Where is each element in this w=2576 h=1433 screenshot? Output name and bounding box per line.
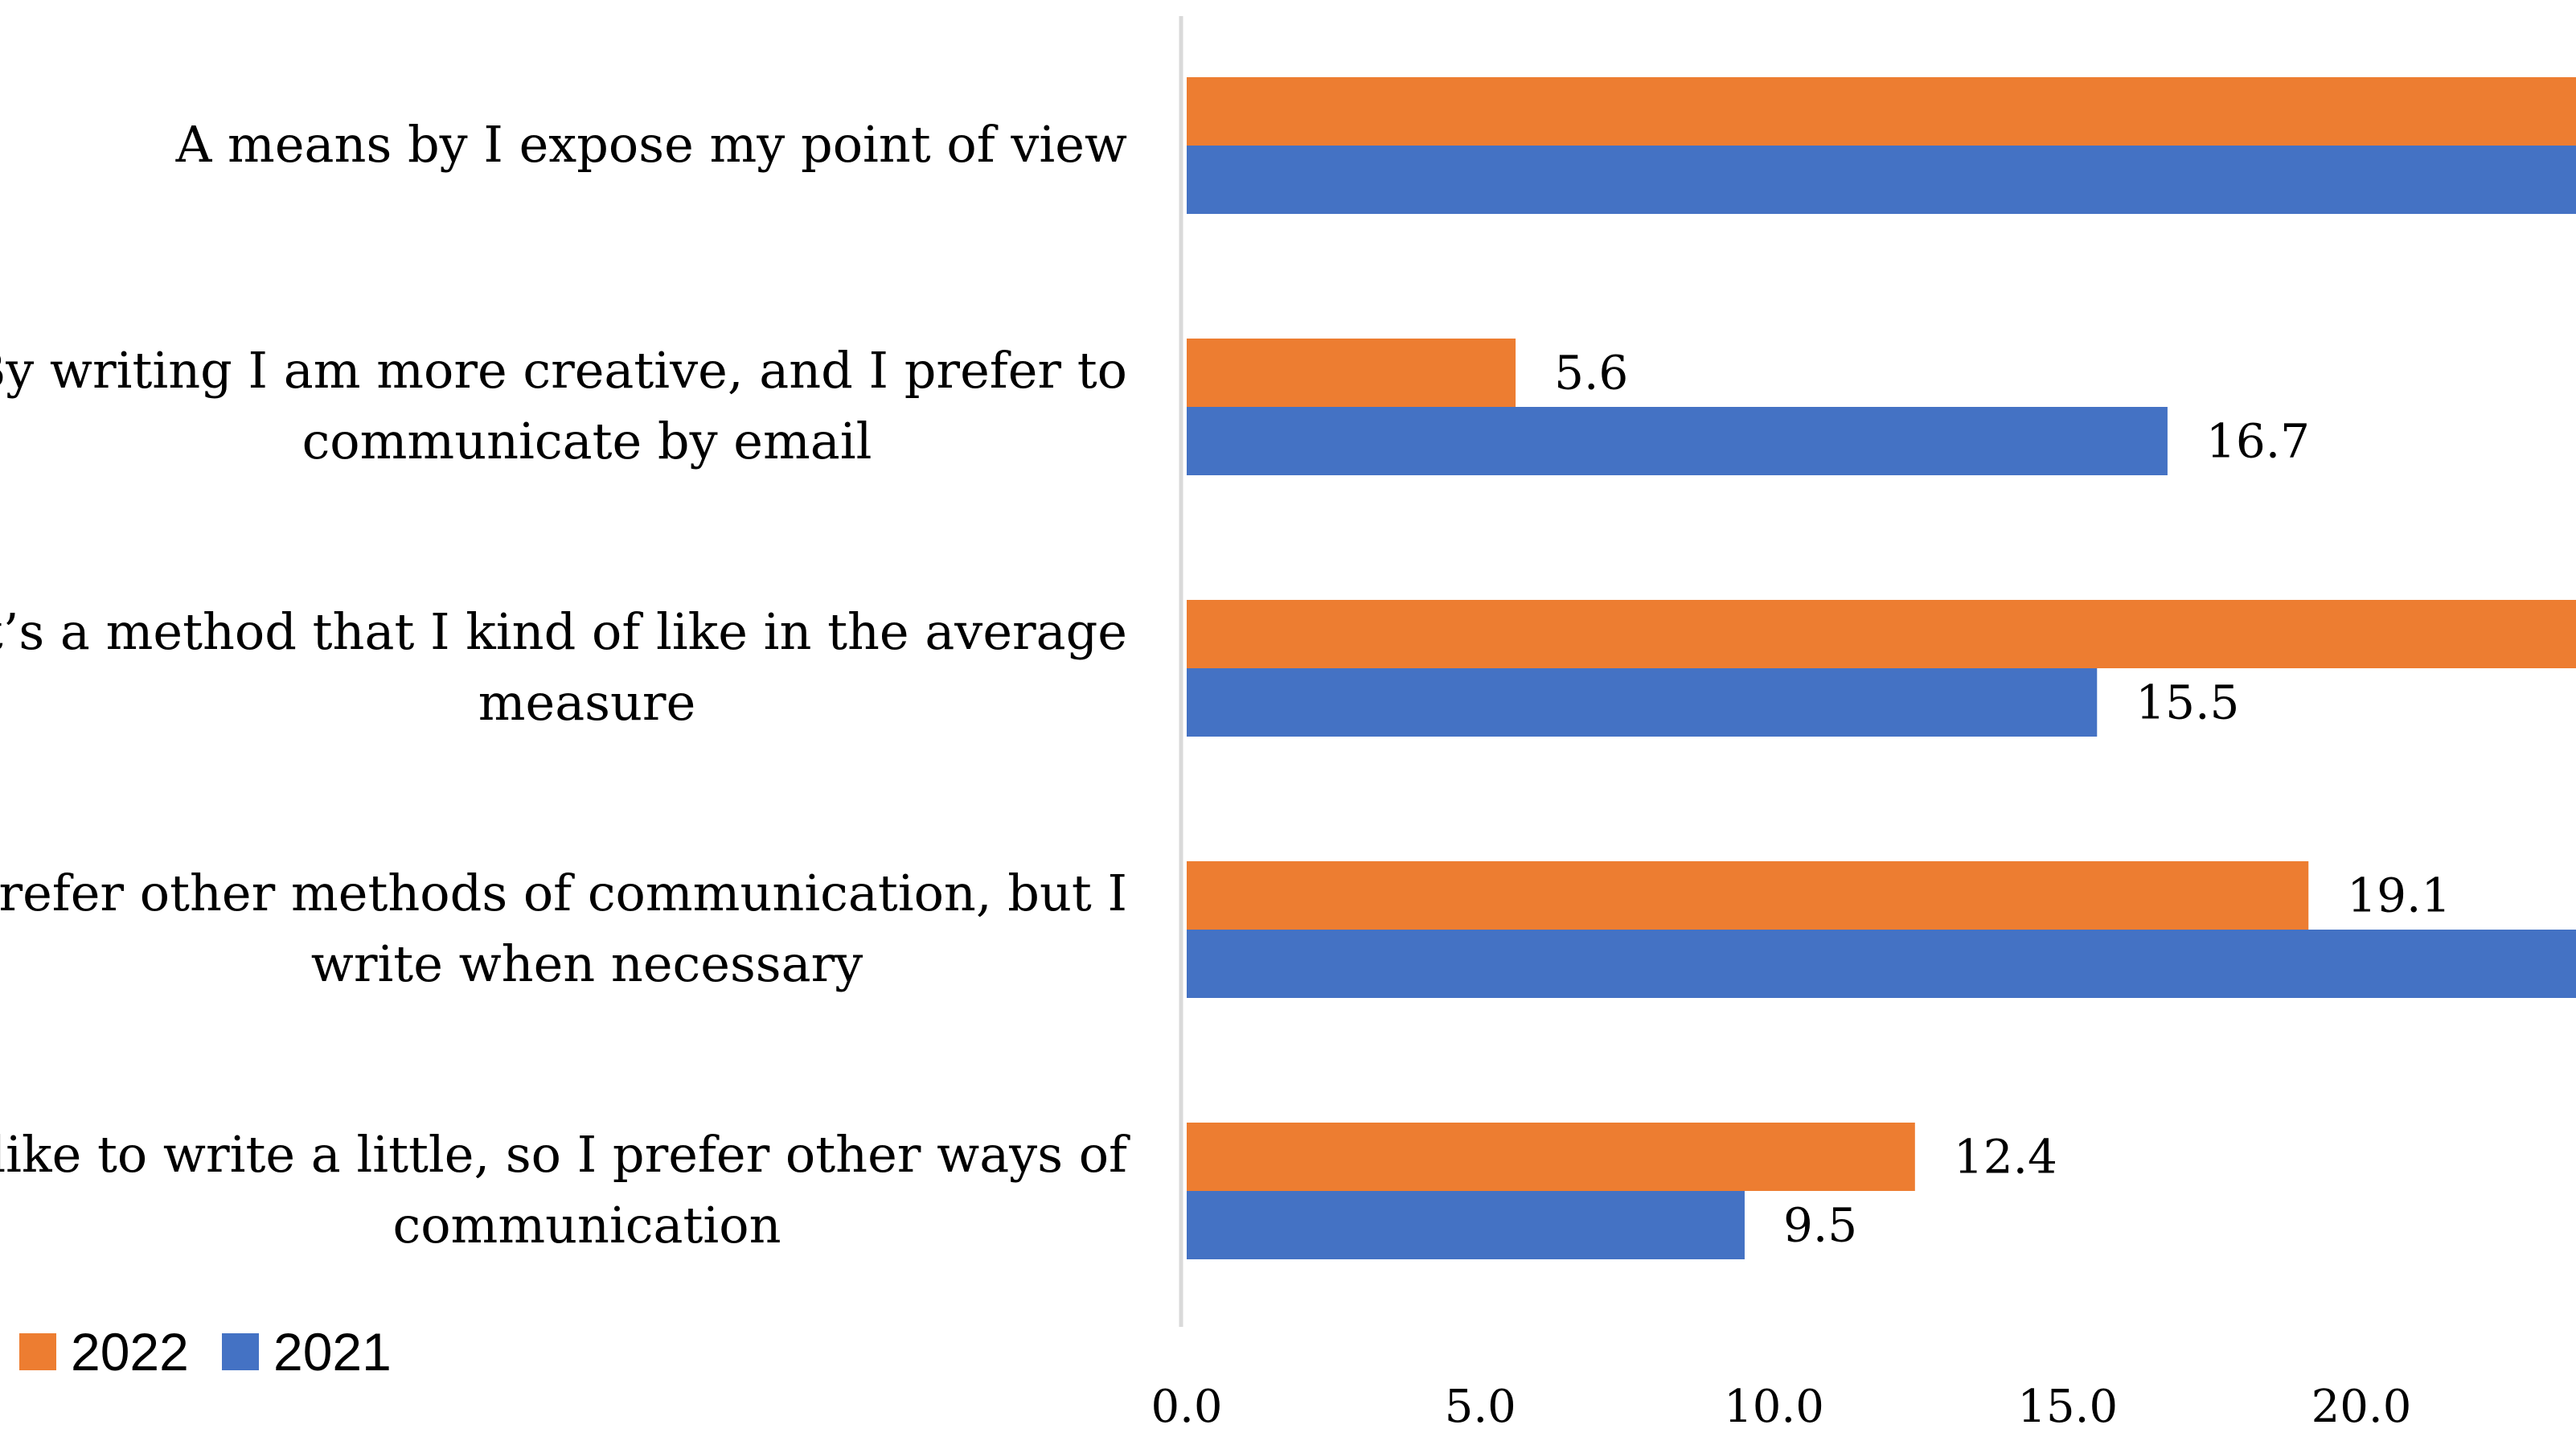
x-tick-label-5: 20.0	[2311, 1381, 2412, 1433]
bar-2021-4	[1187, 930, 2576, 998]
bar-2022-3	[1187, 600, 2576, 668]
category-label-2-line-2: communicate by email	[302, 412, 872, 470]
category-label-5-line-1: I like to write a little, so I prefer ot…	[0, 1125, 1130, 1184]
category-label-4-line-2: write when necessary	[311, 934, 863, 993]
bar-2022-1	[1187, 77, 2576, 146]
value-labels-layer: 38.232.15.616.724.715.519.126.212.49.5	[1554, 346, 2451, 1253]
bar-2022-4	[1187, 861, 2309, 930]
category-label-4-line-1: I prefer other methods of communication,…	[0, 864, 1127, 922]
bar-2021-2	[1187, 407, 2168, 475]
legend-label-2021: 2021	[273, 1322, 392, 1382]
data-label-2022-4: 19.1	[2347, 868, 2451, 923]
x-tick-label-2: 5.0	[1445, 1381, 1516, 1433]
legend-label-2022: 2022	[71, 1322, 189, 1382]
category-labels-layer: A means by I expose my point of view By w…	[0, 115, 1130, 1254]
data-label-2021-2: 16.7	[2206, 414, 2310, 469]
data-label-2021-3: 15.5	[2135, 675, 2239, 730]
x-tick-label-4: 15.0	[2017, 1381, 2118, 1433]
bar-2022-2	[1187, 339, 1516, 407]
legend: 2022 2021	[19, 1322, 392, 1382]
bar-2021-1	[1187, 146, 2576, 214]
bar-2021-5	[1187, 1191, 1745, 1259]
legend-swatch-2021	[222, 1333, 259, 1370]
data-label-2022-5: 12.4	[1954, 1130, 2057, 1185]
x-tick-label-1: 0.0	[1151, 1381, 1222, 1433]
data-label-2021-5: 9.5	[1783, 1198, 1857, 1253]
category-label-3-line-2: measure	[478, 673, 696, 732]
category-label-3-line-1: It’s a method that I kind of like in the…	[0, 602, 1127, 661]
data-label-2022-2: 5.6	[1554, 346, 1628, 400]
bars-layer	[1187, 77, 2576, 1259]
x-tick-label-3: 10.0	[1724, 1381, 1824, 1433]
bar-2021-3	[1187, 668, 2098, 737]
category-label-5-line-2: communication	[392, 1196, 781, 1254]
bar-2022-5	[1187, 1123, 1915, 1191]
legend-swatch-2022	[19, 1333, 56, 1370]
x-axis-ticks: 0.05.010.015.020.025.030.035.040.045.0	[1151, 1381, 2412, 1433]
category-label-2-line-1: By writing I am more creative, and I pre…	[0, 341, 1127, 400]
category-label-1-line-1: A means by I expose my point of view	[175, 115, 1127, 174]
